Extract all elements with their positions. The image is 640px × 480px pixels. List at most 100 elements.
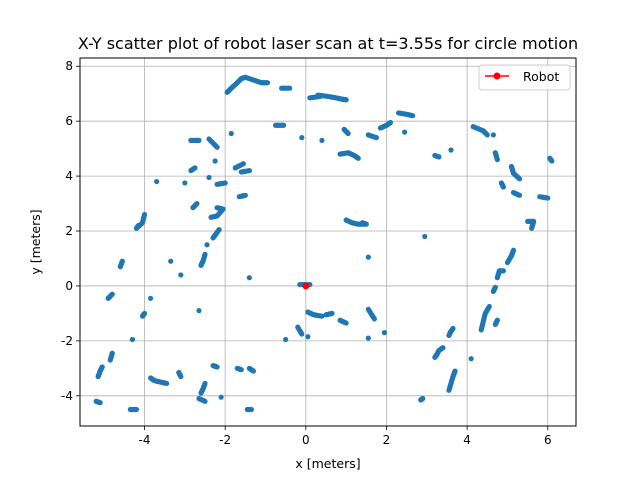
x-tick-label: 6 bbox=[544, 433, 552, 447]
scan-point bbox=[343, 320, 349, 326]
scan-point bbox=[246, 275, 252, 281]
scan-point bbox=[196, 137, 202, 143]
y-tick-label: 8 bbox=[65, 59, 73, 73]
scan-point bbox=[202, 398, 208, 404]
scan-point bbox=[214, 364, 220, 370]
scan-point bbox=[168, 258, 174, 264]
scan-point bbox=[242, 192, 248, 198]
scan-point bbox=[182, 180, 188, 186]
scan-point bbox=[208, 214, 214, 220]
scan-point bbox=[500, 268, 507, 274]
scan-point bbox=[492, 284, 498, 290]
y-tick-label: 6 bbox=[65, 114, 73, 128]
scan-point bbox=[212, 158, 218, 164]
scan-point bbox=[287, 85, 293, 91]
scan-point bbox=[410, 113, 416, 119]
scan-point bbox=[492, 321, 498, 327]
scan-point bbox=[135, 222, 142, 229]
scan-point bbox=[196, 308, 202, 314]
scan-point bbox=[365, 335, 371, 341]
scan-point bbox=[281, 122, 287, 128]
scan-point bbox=[194, 200, 200, 207]
x-tick-label: 0 bbox=[302, 433, 310, 447]
robot-points bbox=[302, 282, 310, 290]
scan-point bbox=[343, 97, 349, 103]
scan-point bbox=[228, 130, 234, 137]
scan-point bbox=[154, 178, 160, 185]
scan-point bbox=[490, 132, 496, 138]
chart-title: X-Y scatter plot of robot laser scan at … bbox=[78, 34, 578, 53]
y-tick-label: 2 bbox=[65, 224, 73, 238]
scan-point bbox=[365, 254, 371, 260]
scan-point bbox=[468, 356, 474, 362]
x-tick-label: 2 bbox=[383, 433, 391, 447]
scan-point bbox=[484, 132, 490, 138]
scan-point bbox=[248, 406, 254, 413]
scan-point bbox=[387, 119, 394, 126]
scan-point bbox=[500, 184, 507, 190]
scan-point bbox=[178, 373, 184, 380]
scan-point bbox=[299, 135, 305, 141]
axis-ticks: -4 -2 0 2 4 6 -4 -2 0 2 4 6 8 bbox=[61, 59, 552, 447]
scan-point bbox=[204, 242, 210, 248]
scan-point bbox=[240, 161, 246, 167]
scan-point bbox=[250, 368, 256, 374]
scan-point bbox=[345, 130, 351, 137]
scan-point bbox=[432, 354, 438, 360]
scan-point bbox=[129, 336, 136, 343]
plot-frame bbox=[79, 57, 577, 427]
scan-point bbox=[422, 233, 428, 240]
scan-point bbox=[178, 272, 184, 278]
scan-point bbox=[210, 235, 216, 241]
scan-point bbox=[198, 262, 204, 268]
scan-point bbox=[494, 157, 500, 163]
scan-point bbox=[305, 334, 311, 340]
scan-point bbox=[402, 129, 408, 135]
scan-point bbox=[198, 390, 204, 396]
y-axis-label: y [meters] bbox=[28, 209, 43, 274]
scan-point bbox=[478, 327, 484, 333]
scan-point bbox=[510, 247, 517, 253]
scan-point bbox=[329, 310, 335, 317]
robot-point bbox=[302, 282, 310, 290]
legend-label-robot: Robot bbox=[523, 69, 559, 84]
scan-point bbox=[373, 135, 379, 141]
scan-point bbox=[355, 155, 361, 161]
scan-point bbox=[117, 264, 123, 270]
scan-point bbox=[516, 176, 523, 182]
grid-lines bbox=[80, 58, 576, 426]
scan-point bbox=[545, 195, 551, 201]
scan-point bbox=[448, 147, 454, 153]
y-tick-label: 0 bbox=[65, 279, 73, 293]
y-tick-label: 4 bbox=[65, 169, 73, 183]
scan-point bbox=[214, 144, 220, 150]
scan-point bbox=[446, 332, 452, 338]
scan-point bbox=[371, 316, 377, 322]
legend-box bbox=[478, 64, 571, 91]
x-tick-label: 4 bbox=[463, 433, 471, 447]
scan-point bbox=[192, 165, 198, 171]
scan-point bbox=[246, 167, 252, 174]
scan-point bbox=[418, 397, 424, 403]
scan-point bbox=[549, 158, 555, 164]
scan-point bbox=[147, 295, 154, 301]
legend: Robot bbox=[478, 64, 571, 91]
scan-point bbox=[95, 373, 101, 380]
scan-point bbox=[436, 154, 442, 160]
scan-point bbox=[214, 181, 220, 187]
scan-point bbox=[105, 295, 111, 301]
scan-point bbox=[452, 368, 458, 374]
scan-point bbox=[264, 80, 271, 86]
scan-point bbox=[139, 313, 146, 319]
scan-point bbox=[206, 174, 212, 181]
scan-point bbox=[164, 380, 170, 387]
scan-point bbox=[299, 331, 305, 337]
scan-point bbox=[133, 406, 140, 413]
scan-point bbox=[381, 330, 388, 336]
y-tick-label: -4 bbox=[61, 389, 73, 403]
scan-point bbox=[529, 225, 535, 231]
scan-point bbox=[97, 400, 103, 406]
x-axis-label: x [meters] bbox=[295, 456, 360, 471]
legend-marker bbox=[493, 72, 501, 80]
